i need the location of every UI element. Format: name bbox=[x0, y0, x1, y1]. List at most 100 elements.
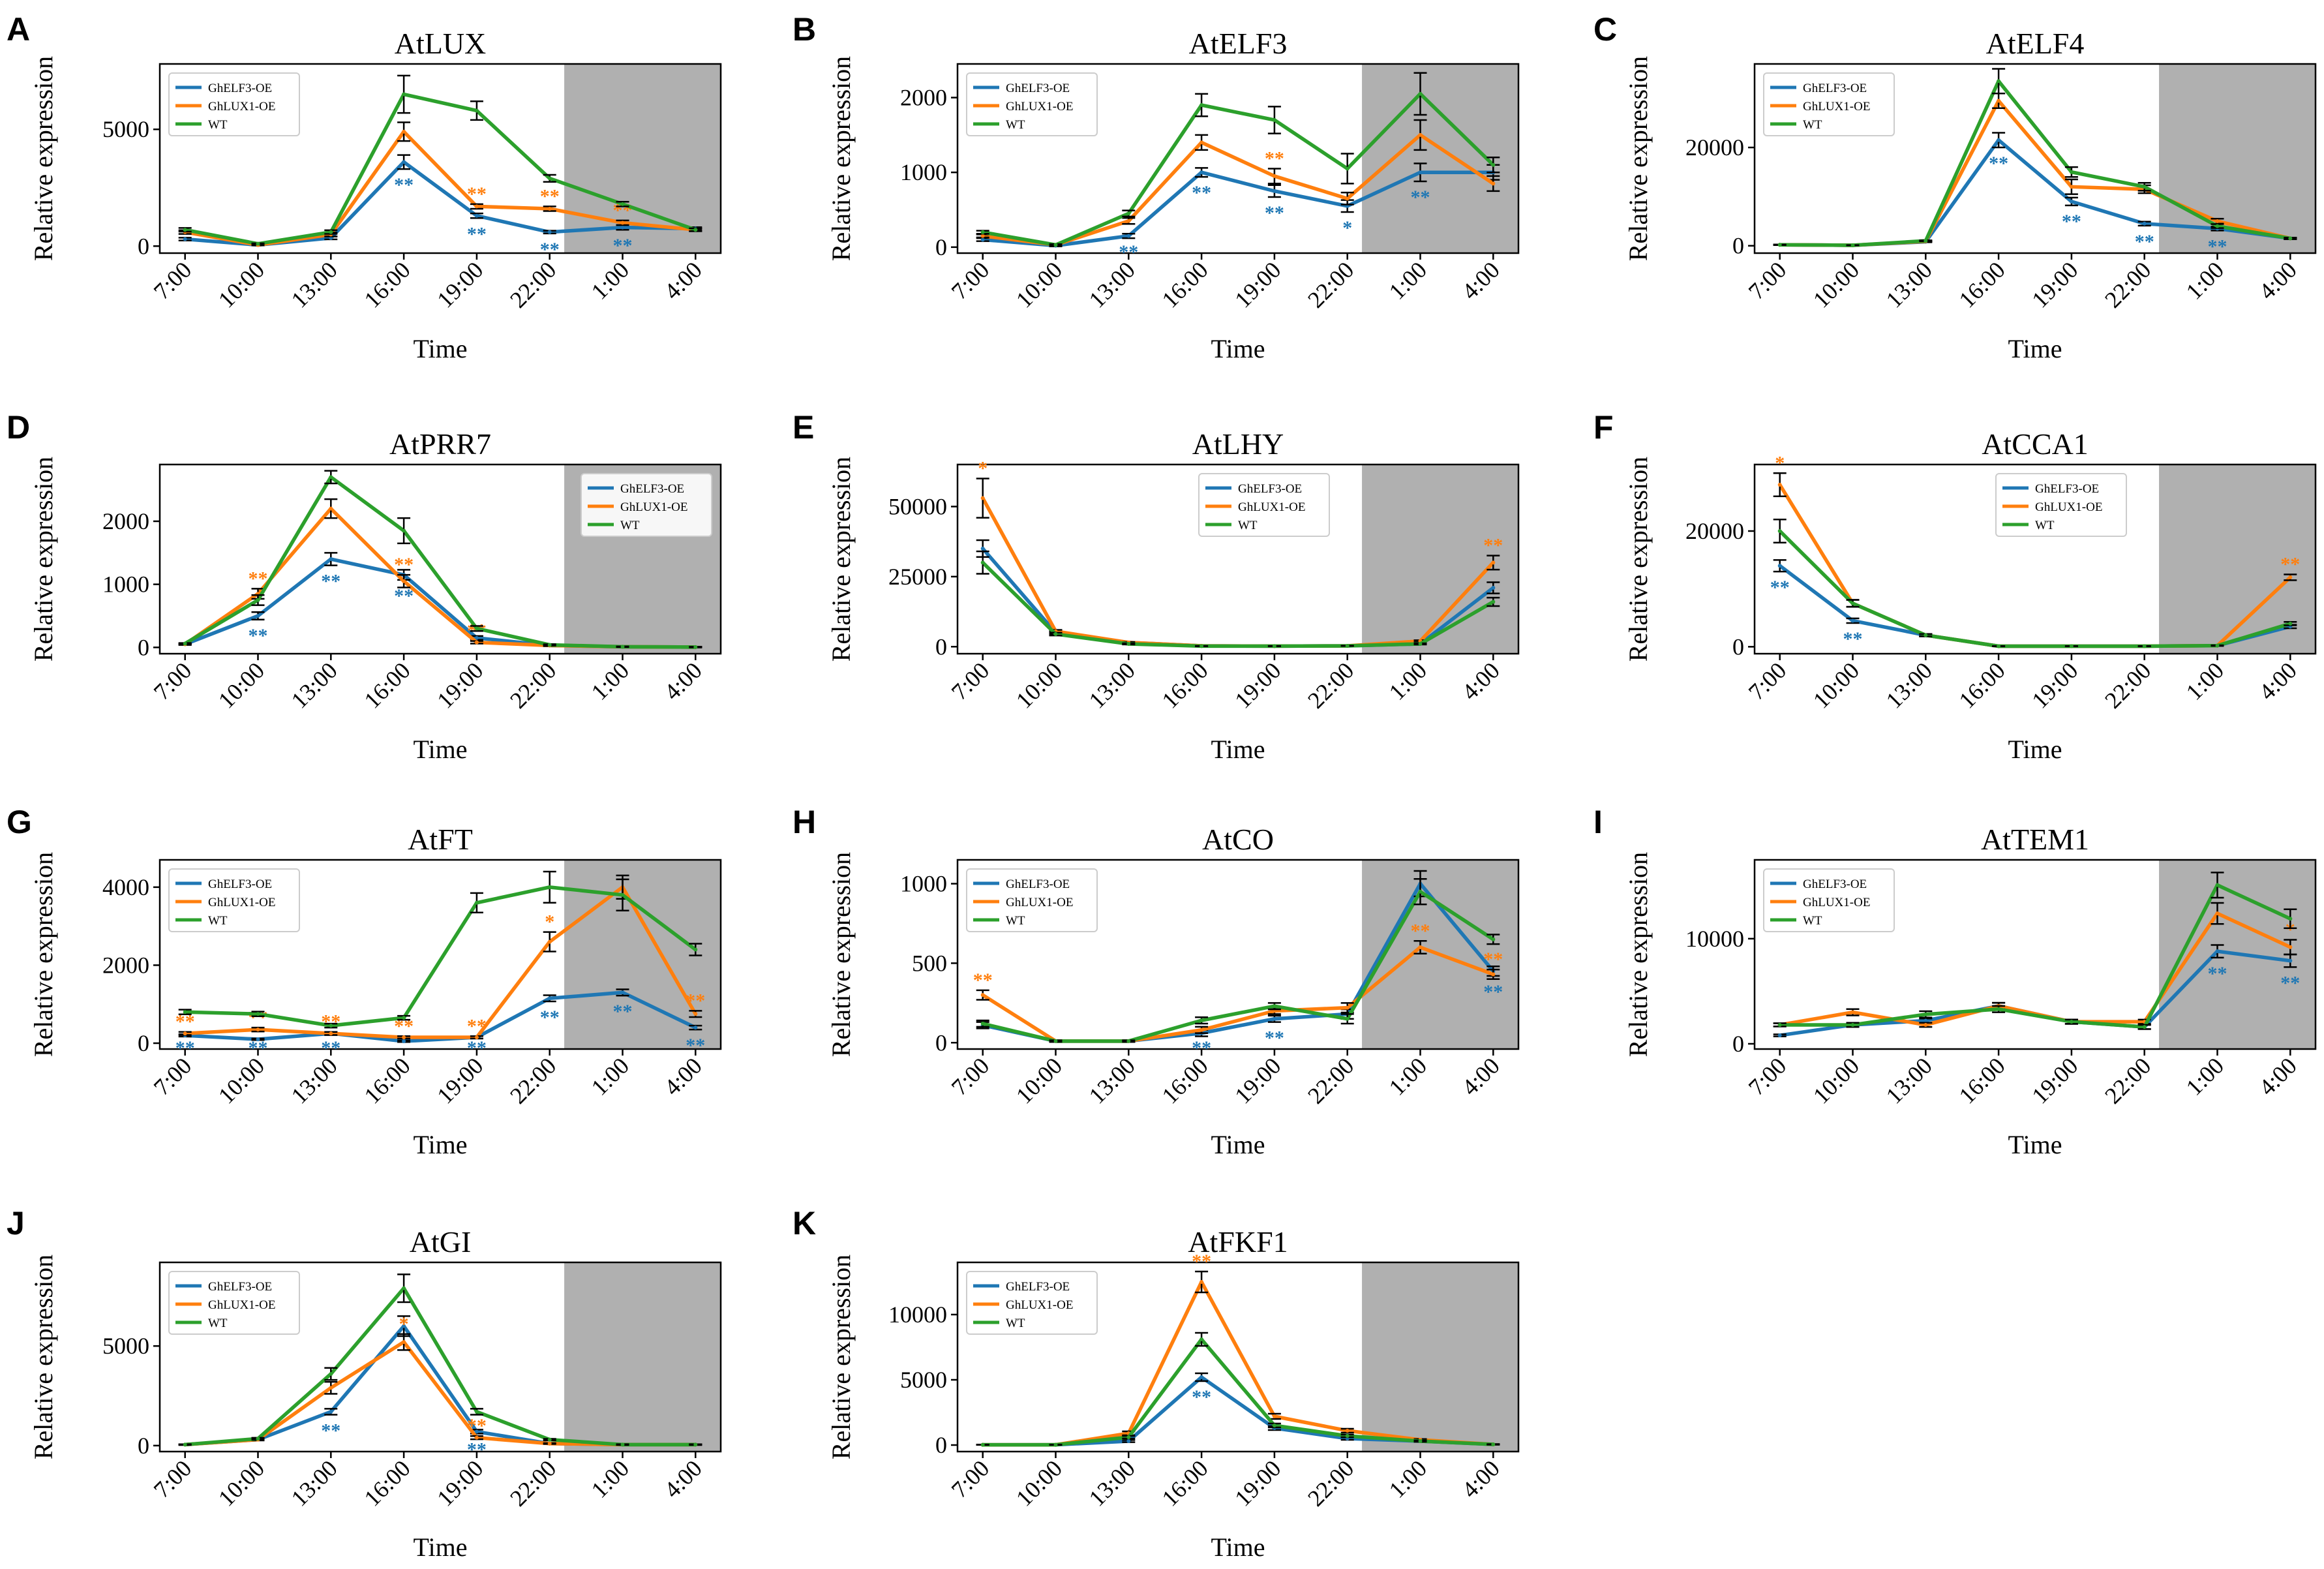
data-point bbox=[474, 1409, 479, 1414]
legend: GhELF3-OE GhLUX1-OE WT bbox=[1763, 868, 1895, 932]
significance-label: ** bbox=[1411, 920, 1430, 941]
data-point bbox=[1126, 641, 1131, 646]
y-tick-label: 0 bbox=[935, 633, 947, 660]
series-wt bbox=[976, 877, 1500, 1043]
series-line bbox=[185, 990, 697, 1043]
data-point bbox=[620, 225, 625, 230]
x-tick-label: 7:00 bbox=[149, 256, 197, 305]
data-point bbox=[1850, 618, 1855, 623]
x-tick-label: 16:00 bbox=[1156, 657, 1213, 713]
data-point bbox=[1997, 644, 2001, 648]
chart-title: AtELF4 bbox=[1986, 27, 2085, 60]
night-shading bbox=[2159, 64, 2316, 253]
legend-label: GhELF3-OE bbox=[208, 877, 272, 891]
series-line bbox=[1779, 79, 2291, 247]
data-point bbox=[1200, 644, 1204, 648]
data-point bbox=[1418, 641, 1423, 646]
significance-label: ** bbox=[249, 1007, 268, 1028]
data-point bbox=[1491, 972, 1496, 977]
x-tick-label: 7:00 bbox=[946, 256, 995, 305]
data-point bbox=[1924, 239, 1928, 243]
x-tick-label: 1:00 bbox=[2181, 1052, 2229, 1101]
y-axis-label: Relative expression bbox=[29, 56, 58, 261]
data-point bbox=[1777, 243, 1782, 247]
data-point bbox=[547, 1437, 552, 1442]
x-tick-label: 7:00 bbox=[1743, 657, 1792, 705]
significance-label: ** bbox=[1770, 577, 1790, 598]
x-tick-label: 7:00 bbox=[1743, 256, 1792, 305]
night-shading bbox=[1362, 465, 1518, 654]
y-tick-label: 4000 bbox=[102, 874, 149, 900]
significance-label: ** bbox=[394, 554, 414, 575]
x-tick-label: 22:00 bbox=[505, 657, 561, 713]
x-axis-label: Time bbox=[413, 1532, 467, 1562]
legend: GhELF3-OE GhLUX1-OE WT bbox=[1995, 473, 2127, 537]
y-tick-label: 0 bbox=[138, 233, 149, 259]
significance-label: ** bbox=[1989, 153, 2008, 174]
y-tick-label: 1000 bbox=[900, 159, 947, 185]
data-point bbox=[1272, 174, 1276, 178]
legend-label: GhLUX1-OE bbox=[208, 896, 275, 909]
x-tick-label: 19:00 bbox=[2027, 256, 2083, 312]
y-tick-label: 1000 bbox=[900, 871, 947, 897]
legend-label: GhLUX1-OE bbox=[1803, 896, 1870, 909]
data-point bbox=[1491, 600, 1496, 604]
x-tick-label: 1:00 bbox=[1384, 256, 1432, 305]
data-point bbox=[402, 1324, 406, 1328]
data-point bbox=[2142, 644, 2147, 648]
panel-f: F AtCCA1 0 20000 7:00 10:00 13:00 16:00 19:00 22:… bbox=[1593, 409, 2317, 764]
data-point bbox=[980, 1022, 985, 1026]
x-tick-label: 1:00 bbox=[586, 1052, 635, 1101]
data-point bbox=[474, 108, 479, 113]
data-point bbox=[693, 1012, 698, 1016]
significance-label: ** bbox=[2135, 231, 2154, 252]
panel-letter: C bbox=[1593, 11, 1617, 48]
y-axis-label: Relative expression bbox=[29, 1255, 58, 1459]
chart-title: AtTEM1 bbox=[1981, 823, 2089, 856]
data-point bbox=[1345, 1016, 1350, 1021]
y-tick-label: 5000 bbox=[102, 116, 149, 142]
plot-frame bbox=[1753, 859, 2317, 1050]
y-tick-label: 0 bbox=[138, 1433, 149, 1459]
data-point bbox=[1997, 138, 2001, 142]
y-axis-label: Relative expression bbox=[826, 457, 856, 662]
plot-frame bbox=[1753, 63, 2317, 254]
legend-label: GhELF3-OE bbox=[1006, 877, 1070, 891]
y-axis-label: Relative expression bbox=[29, 852, 58, 1057]
x-tick-label: 1:00 bbox=[2181, 657, 2229, 705]
data-point bbox=[1418, 170, 1423, 175]
x-tick-label: 16:00 bbox=[359, 1455, 415, 1511]
data-point bbox=[183, 1442, 187, 1447]
legend: GhELF3-OE GhLUX1-OE WT bbox=[168, 1271, 300, 1335]
y-axis-label: Relative expression bbox=[826, 56, 856, 261]
panel-letter: B bbox=[792, 11, 816, 48]
x-tick-label: 16:00 bbox=[359, 256, 415, 312]
x-axis-label: Time bbox=[413, 735, 467, 764]
panel-letter: D bbox=[7, 409, 30, 446]
significance-label: ** bbox=[321, 571, 340, 592]
significance-label: ** bbox=[1192, 1251, 1211, 1272]
y-tick-label: 0 bbox=[935, 1432, 947, 1458]
data-point bbox=[1053, 632, 1058, 636]
significance-label: ** bbox=[973, 969, 993, 991]
x-tick-label: 4:00 bbox=[659, 1455, 707, 1503]
legend-label: GhELF3-OE bbox=[1006, 82, 1070, 95]
data-point bbox=[1053, 1039, 1058, 1043]
significance-label: * bbox=[545, 911, 554, 933]
data-point bbox=[2288, 945, 2293, 949]
x-tick-label: 19:00 bbox=[1230, 1455, 1286, 1511]
significance-label: ** bbox=[1192, 1386, 1211, 1408]
data-point bbox=[1997, 79, 2001, 84]
data-point bbox=[547, 1441, 552, 1446]
data-point bbox=[1345, 643, 1350, 648]
series-wt bbox=[1773, 68, 2297, 247]
plot-frame bbox=[158, 1261, 722, 1453]
legend-label: WT bbox=[1006, 118, 1025, 132]
x-tick-label: 13:00 bbox=[286, 1052, 342, 1108]
panel-j: J AtGI 0 5000 7:00 10:00 13:00 16:00 19:00 22:00 1… bbox=[7, 1205, 722, 1562]
data-point bbox=[1126, 219, 1131, 223]
x-tick-label: 1:00 bbox=[586, 256, 635, 305]
significance-label: * bbox=[399, 1313, 409, 1335]
y-tick-label: 0 bbox=[1732, 1031, 1744, 1057]
data-point bbox=[1924, 1022, 1928, 1027]
